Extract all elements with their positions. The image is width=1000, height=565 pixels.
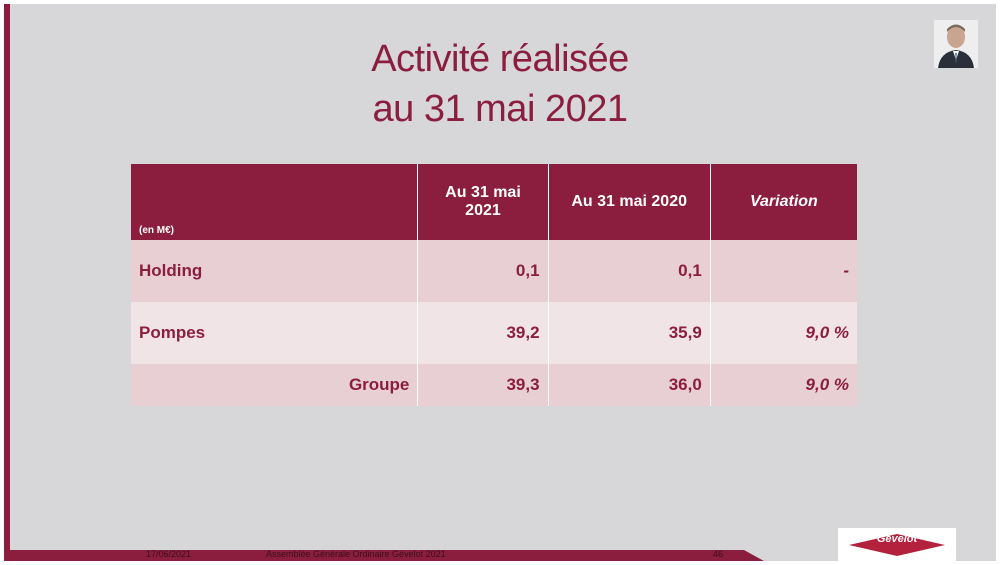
value-2020: 35,9 bbox=[548, 302, 711, 364]
value-2020: 36,0 bbox=[548, 364, 711, 406]
activity-table: (en M€) Au 31 mai 2021 Au 31 mai 2020 Va… bbox=[131, 164, 857, 406]
value-2021: 0,1 bbox=[417, 240, 549, 302]
left-accent-bar bbox=[4, 4, 10, 561]
header-2021: Au 31 mai 2021 bbox=[417, 164, 549, 240]
company-logo: Gévelot bbox=[838, 528, 956, 561]
header-variation: Variation bbox=[710, 164, 857, 240]
unit-label: (en M€) bbox=[131, 164, 419, 240]
speaker-photo bbox=[934, 20, 978, 68]
header-2020: Au 31 mai 2020 bbox=[548, 164, 711, 240]
title-line-2: au 31 mai 2021 bbox=[372, 88, 628, 130]
row-label: Groupe bbox=[131, 364, 419, 406]
logo-text: Gévelot bbox=[876, 533, 918, 545]
title-line-1: Activité réalisée bbox=[371, 38, 629, 80]
variation-value: 9,0 % bbox=[710, 364, 857, 406]
footer-bar bbox=[4, 550, 764, 561]
variation-value: - bbox=[710, 240, 857, 302]
footer-date: 17/06/2021 bbox=[146, 549, 192, 559]
footer-page-number: 46 bbox=[713, 549, 724, 559]
value-2020: 0,1 bbox=[548, 240, 711, 302]
value-2021: 39,2 bbox=[417, 302, 549, 364]
table-header-row: (en M€) Au 31 mai 2021 Au 31 mai 2020 Va… bbox=[131, 164, 857, 240]
table-row-pompes: Pompes 39,2 35,9 9,0 % bbox=[131, 302, 857, 364]
gevelot-logo-icon bbox=[849, 534, 945, 556]
footer-event: Assemblée Générale Ordinaire Gévelot 202… bbox=[266, 549, 446, 559]
value-2021: 39,3 bbox=[417, 364, 549, 406]
row-label: Pompes bbox=[131, 302, 419, 364]
slide: Activité réalisée au 31 mai 2021 (en M€)… bbox=[4, 4, 996, 561]
variation-value: 9,0 % bbox=[710, 302, 857, 364]
person-avatar-icon bbox=[934, 20, 978, 68]
slide-title: Activité réalisée au 31 mai 2021 bbox=[4, 34, 996, 134]
row-label: Holding bbox=[131, 240, 419, 302]
table-row-groupe: Groupe 39,3 36,0 9,0 % bbox=[131, 364, 857, 406]
table-row-holding: Holding 0,1 0,1 - bbox=[131, 240, 857, 302]
